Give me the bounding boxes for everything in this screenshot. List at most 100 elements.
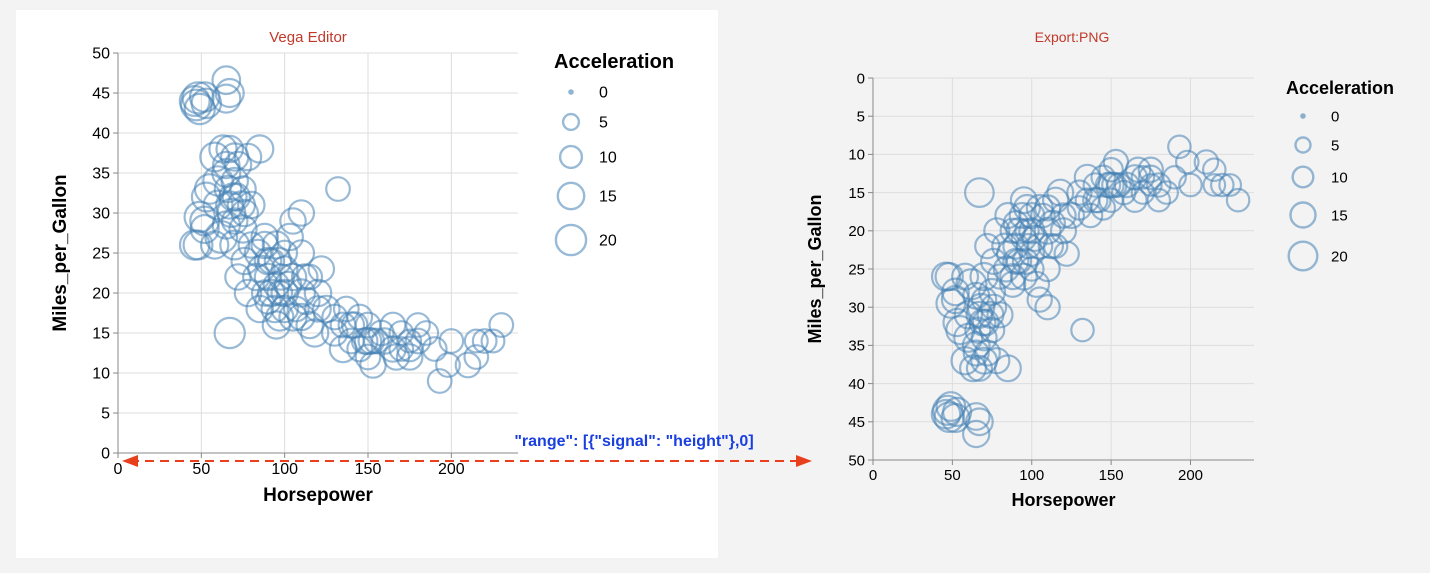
y-tick-label: 15 — [848, 185, 865, 202]
legend-label: 0 — [599, 85, 608, 102]
legend-label: 10 — [1331, 169, 1348, 186]
data-point — [405, 312, 431, 338]
y-tick-label: 20 — [92, 286, 110, 303]
y-tick-label: 0 — [101, 446, 110, 463]
data-point — [354, 343, 382, 371]
data-point — [230, 198, 259, 228]
legend-symbol — [1287, 240, 1319, 272]
size-legend: Acceleration 0 5 10 15 20 — [1286, 78, 1394, 272]
data-point — [480, 328, 506, 354]
data-point — [1167, 134, 1192, 160]
data-point — [279, 207, 307, 235]
annotation-arrowhead-right — [796, 455, 812, 467]
data-point — [270, 255, 299, 283]
data-point — [463, 328, 489, 354]
data-point — [237, 231, 266, 259]
data-point — [1154, 180, 1179, 205]
legend-symbol — [554, 223, 588, 257]
x-tick-label: 150 — [1099, 467, 1124, 484]
data-point — [421, 336, 448, 362]
legend-label: 5 — [1331, 137, 1339, 154]
data-point — [182, 229, 214, 261]
x-axis-title: Horsepower — [1011, 490, 1115, 510]
y-tick-label: 5 — [101, 406, 110, 423]
data-point — [1146, 172, 1172, 198]
y-tick-label: 30 — [848, 299, 865, 316]
points — [930, 134, 1251, 449]
data-point — [388, 336, 415, 362]
data-point — [1050, 202, 1077, 229]
data-point — [961, 402, 991, 431]
legend-label: 15 — [599, 189, 617, 206]
data-point — [303, 278, 333, 308]
y-tick-label: 25 — [848, 261, 865, 278]
data-point — [362, 327, 390, 355]
data-point — [395, 343, 424, 371]
data-point — [1130, 180, 1156, 205]
data-point — [300, 318, 330, 348]
data-point — [1178, 172, 1203, 198]
data-point — [320, 319, 349, 347]
y-tick-label: 45 — [848, 414, 865, 431]
data-point — [199, 230, 230, 260]
data-point — [471, 328, 498, 354]
axes: 0 50 100 150 200 0 5 10 15 20 25 30 35 40 45 50 — [92, 46, 518, 478]
data-point — [1046, 178, 1075, 207]
legend-label: 5 — [599, 115, 608, 132]
data-point — [993, 354, 1022, 383]
data-point — [304, 295, 332, 323]
data-point — [962, 339, 990, 367]
x-tick-label: 200 — [1178, 467, 1203, 484]
x-tick-label: 0 — [114, 461, 123, 478]
panel-title: Export:PNG — [1035, 29, 1110, 45]
legend-symbol — [1294, 136, 1312, 154]
y-tick-label: 10 — [92, 366, 110, 383]
y-tick-label: 5 — [857, 108, 865, 125]
range-annotation-text: "range": [{"signal": "height"},0] — [514, 433, 753, 450]
legend-label: 20 — [599, 233, 617, 250]
legend-label: 20 — [1331, 248, 1348, 265]
data-point — [970, 286, 998, 313]
data-point — [1137, 156, 1165, 183]
data-point — [1210, 172, 1235, 198]
y-tick-label: 35 — [92, 166, 110, 183]
data-point — [971, 308, 1000, 337]
data-point — [1008, 201, 1036, 230]
data-point — [979, 293, 1008, 321]
points — [178, 65, 515, 394]
y-tick-label: 20 — [848, 223, 865, 240]
data-point — [211, 65, 242, 96]
range-annotation: "range": [{"signal": "height"},0] — [122, 433, 812, 467]
data-point — [295, 310, 324, 340]
data-point — [1018, 240, 1046, 267]
data-point — [995, 240, 1024, 268]
data-point — [1019, 256, 1045, 282]
data-point — [212, 150, 241, 180]
data-point — [215, 134, 244, 164]
data-point — [1146, 187, 1172, 213]
y-tick-label: 10 — [848, 147, 865, 164]
x-tick-label: 150 — [355, 461, 382, 478]
data-point — [325, 176, 351, 202]
data-point — [1202, 157, 1227, 182]
data-point — [219, 229, 251, 261]
legend-symbol — [1289, 201, 1317, 229]
data-point — [1026, 286, 1053, 313]
x-tick-label: 50 — [192, 461, 210, 478]
data-point — [332, 295, 360, 323]
legend-symbol — [1300, 113, 1306, 119]
data-point — [229, 175, 257, 203]
data-point — [1218, 173, 1243, 197]
data-point — [1162, 165, 1187, 190]
data-point — [941, 277, 970, 307]
y-tick-label: 50 — [848, 452, 865, 469]
data-point — [1070, 317, 1095, 343]
legend-symbol — [556, 181, 586, 211]
data-point — [1225, 187, 1251, 213]
data-point — [1053, 240, 1080, 267]
y-tick-label: 30 — [92, 206, 110, 223]
y-tick-label: 45 — [92, 86, 110, 103]
data-point — [986, 263, 1014, 290]
